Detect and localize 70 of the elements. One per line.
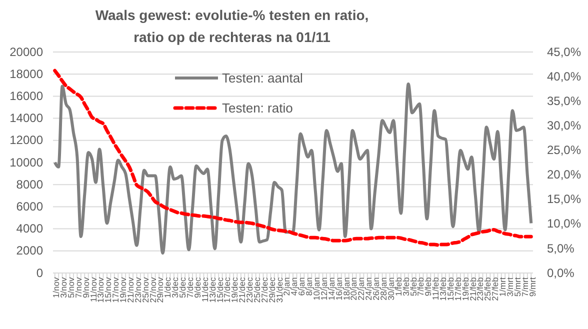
y2-tick-label: 5,0%	[547, 241, 575, 256]
y2-tick-label: 0,0%	[547, 266, 575, 280]
x-tick-label: 11/nov	[88, 276, 98, 302]
y-tick-label: 18000	[10, 66, 44, 81]
y2-tick-label: 40,0%	[547, 69, 582, 84]
x-tick-label: 9/mrt	[527, 276, 538, 297]
x-tick-label: 6/jan	[296, 276, 307, 296]
y-tick-label: 8000	[16, 177, 44, 192]
x-tick-label: 19/dec	[230, 276, 240, 303]
y-tick-label: 10000	[10, 155, 44, 170]
y-tick-label: 4000	[16, 222, 44, 236]
x-tick-label: 26/jan	[371, 276, 382, 300]
x-tick-label: 2/jan	[282, 276, 292, 296]
x-tick-label: 8/jan	[304, 276, 314, 296]
x-tick-label: 21/dec	[237, 276, 248, 303]
x-tick-label: 7/nov	[73, 276, 84, 298]
x-tick-label: 5/nov	[66, 276, 76, 298]
y2-tick-label: 30,0%	[547, 118, 582, 133]
x-tick-label: 27/nov	[148, 276, 158, 303]
y2-tick-label: 15,0%	[547, 192, 582, 206]
x-tick-label: 29/nov	[155, 276, 166, 303]
y-tick-label: 2000	[16, 244, 44, 258]
y-tick-label: 0	[36, 266, 44, 280]
x-tick-label: 13/nov	[96, 276, 106, 303]
x-tick-label: 22/jan	[356, 276, 366, 300]
y2-tick-label: 25,0%	[547, 143, 582, 158]
x-tick-label: 4/jan	[289, 276, 300, 296]
x-tick-label: 27/feb	[490, 276, 500, 301]
legend-label: Testen: aantal	[222, 70, 304, 86]
x-tick-label: 5/mrt	[512, 276, 522, 297]
y-tick-label: 6000	[16, 200, 44, 214]
x-tick-label: 23/feb	[475, 276, 486, 301]
x-tick-label: 11/feb	[430, 276, 441, 300]
x-tick-label: 19/feb	[460, 276, 470, 301]
x-tick-label: 23/nov	[132, 276, 143, 303]
x-tick-label: 27/dec	[259, 276, 270, 303]
x-tick-label: 15/dec	[214, 276, 225, 303]
y-tick-label: 20000	[10, 44, 44, 59]
y-tick-label: 12000	[10, 133, 44, 148]
x-tick-label: 13/dec	[207, 276, 218, 303]
x-tick-label: 17/feb	[452, 276, 463, 301]
x-tick-label: 15/nov	[103, 276, 114, 303]
y-tick-label: 16000	[10, 89, 44, 104]
y2-tick-label: 10,0%	[547, 216, 582, 231]
y2-tick-label: 45,0%	[547, 44, 582, 59]
x-tick-label: 17/dec	[222, 276, 232, 303]
y2-tick-label: 35,0%	[547, 94, 582, 108]
chart-title: Waals gewest: evolutie-% testen en ratio, ratio op de rechteras na 01/11	[95, 7, 369, 45]
x-tick-label: 17/nov	[110, 276, 121, 303]
legend-label: Testen: ratio	[222, 100, 293, 116]
x-tick-label: 7/mrt	[520, 276, 530, 297]
x-tick-label: 5/feb	[408, 276, 418, 296]
x-tick-label: 11/dec	[200, 276, 210, 302]
x-tick-label: 25/feb	[482, 276, 493, 301]
x-tick-label: 3/feb	[400, 276, 411, 296]
x-tick-label: 9/nov	[80, 276, 91, 298]
x-tick-label: 31/dec	[274, 276, 284, 303]
x-tick-label: 1/dec	[162, 276, 173, 298]
x-tick-label: 24/jan	[364, 276, 374, 300]
x-tick-label: 9/dec	[192, 276, 202, 298]
x-tick-label: 10/jan	[312, 276, 322, 300]
x-tick-label: 25/nov	[140, 276, 150, 303]
x-tick-label: 7/feb	[416, 276, 426, 296]
x-tick-label: 9/feb	[423, 276, 434, 296]
x-tick-label: 3/dec	[170, 276, 180, 298]
x-tick-label: 20/jan	[348, 276, 359, 300]
x-tick-label: 29/dec	[266, 276, 277, 303]
x-tick-label: 21/feb	[468, 276, 478, 301]
y-tick-label: 14000	[10, 111, 44, 126]
y2-tick-label: 20,0%	[547, 168, 582, 182]
